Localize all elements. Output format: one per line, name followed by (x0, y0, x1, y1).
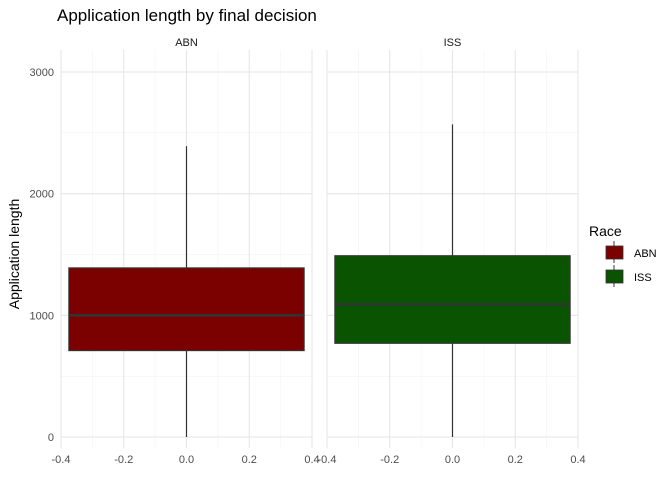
y-tick-label: 3000 (30, 67, 54, 79)
x-tick-label: 0.4 (570, 454, 585, 466)
facet-panel-abn: ABN -0.4 -0.2 0.0 0.2 0.4 0 1000 2000 3000 (30, 37, 320, 466)
y-tick-label: 2000 (30, 189, 54, 201)
facet-strip-label: ABN (175, 37, 198, 49)
legend-label: ABN (634, 248, 657, 260)
boxplot-abn (68, 146, 305, 437)
box (68, 267, 305, 352)
boxplot-iss (334, 124, 571, 437)
x-tick-label: 0.2 (508, 454, 523, 466)
y-tick-label: 1000 (30, 310, 54, 322)
x-tick-label: -0.2 (114, 454, 133, 466)
legend-key-box (605, 245, 624, 260)
legend: Race ABN ISS (589, 223, 657, 287)
facet-panels: ABN -0.4 -0.2 0.0 0.2 0.4 0 1000 2000 3000 ISS -0.4… (30, 37, 586, 466)
x-tick-label: 0.4 (304, 454, 319, 466)
legend-title: Race (589, 223, 622, 239)
facet-panel-iss: ISS -0.4 -0.2 0.0 0.2 0.4 (318, 37, 586, 466)
legend-key-box (605, 269, 624, 284)
box (334, 255, 571, 344)
x-tick-label: 0.2 (242, 454, 257, 466)
y-tick-label: 0 (48, 432, 54, 444)
y-axis-title: Application length (6, 199, 22, 310)
x-tick-label: 0.0 (445, 454, 460, 466)
x-tick-label: -0.4 (52, 454, 71, 466)
legend-key-abn (605, 241, 624, 263)
facet-strip-label: ISS (444, 37, 462, 49)
chart-title: Application length by final decision (57, 6, 317, 25)
x-tick-label: -0.4 (318, 454, 337, 466)
x-tick-label: 0.0 (179, 454, 194, 466)
legend-label: ISS (634, 272, 652, 284)
x-tick-label: -0.2 (380, 454, 399, 466)
legend-key-iss (605, 265, 624, 287)
